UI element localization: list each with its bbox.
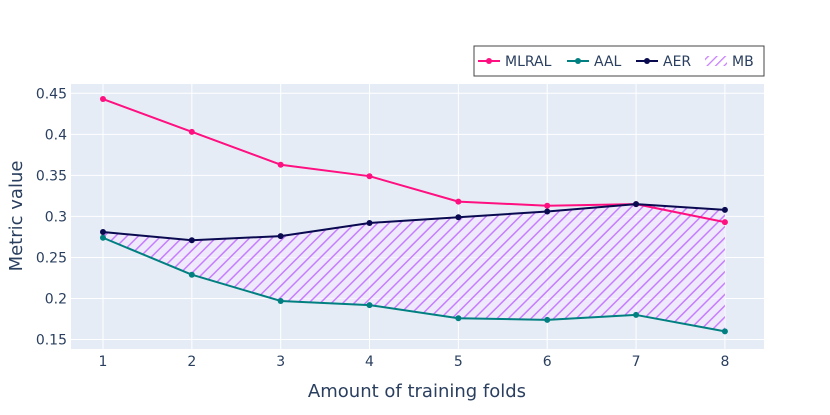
x-tick-label: 6	[543, 354, 552, 370]
y-tick-label: 0.2	[45, 292, 67, 308]
aal-point	[99, 234, 106, 241]
x-tick-label: 4	[365, 354, 374, 370]
mlral-point	[721, 219, 728, 226]
aal-point	[633, 311, 640, 318]
aer-legend-marker	[644, 58, 650, 64]
mlral-legend-marker	[486, 58, 492, 64]
aer-point	[277, 233, 284, 240]
mlral-point	[544, 202, 551, 209]
y-tick-label: 0.3	[45, 209, 67, 225]
x-tick-label: 3	[276, 354, 285, 370]
mlral-point	[188, 128, 195, 135]
aer-point	[366, 219, 373, 226]
aer-point	[188, 237, 195, 244]
aal-point	[544, 316, 551, 323]
x-axis-title: Amount of training folds	[308, 381, 526, 402]
aer-point	[455, 214, 462, 221]
mb-legend-label: MB	[732, 54, 754, 70]
aer-legend-label: AER	[663, 54, 691, 70]
y-axis-title: Metric value	[6, 161, 27, 272]
mlral-point	[366, 173, 373, 180]
legend: MLRAL AAL AER MB	[473, 45, 765, 77]
mlral-point	[99, 96, 106, 103]
aer-point	[99, 229, 106, 236]
y-tick-label: 0.35	[36, 168, 67, 184]
x-tick-label: 1	[99, 354, 108, 370]
x-tick-label: 8	[720, 354, 729, 370]
aal-legend-label: AAL	[594, 54, 622, 70]
aer-point	[544, 208, 551, 215]
aal-point	[188, 271, 195, 278]
y-tick-label: 0.4	[45, 127, 67, 143]
y-tick-label: 0.45	[36, 86, 67, 102]
aal-point	[366, 302, 373, 309]
aer-line	[102, 203, 725, 242]
mlral-point	[277, 161, 284, 168]
aal-point	[277, 297, 284, 304]
series-lines	[99, 96, 728, 335]
aer-point	[721, 206, 728, 213]
y-tick-label: 0.25	[36, 250, 67, 266]
mb-legend-swatch	[705, 56, 727, 66]
mlral-legend-label: MLRAL	[505, 54, 552, 70]
mlral-point	[455, 198, 462, 205]
aal-line	[102, 236, 726, 333]
y-tick-label: 0.15	[36, 333, 67, 349]
tick-labels: 1 2 3 4 5 6 7 8 0.15 0.2 0.25 0.3 0.35 0.4 0.45	[36, 86, 730, 370]
band-area	[102, 204, 725, 332]
x-tick-label: 7	[632, 354, 641, 370]
mb-band	[102, 204, 725, 332]
aer-point	[633, 201, 640, 208]
x-tick-label: 5	[454, 354, 463, 370]
aal-point	[455, 315, 462, 322]
x-tick-label: 2	[187, 354, 196, 370]
aal-legend-marker	[575, 58, 581, 64]
aal-point	[721, 328, 728, 335]
